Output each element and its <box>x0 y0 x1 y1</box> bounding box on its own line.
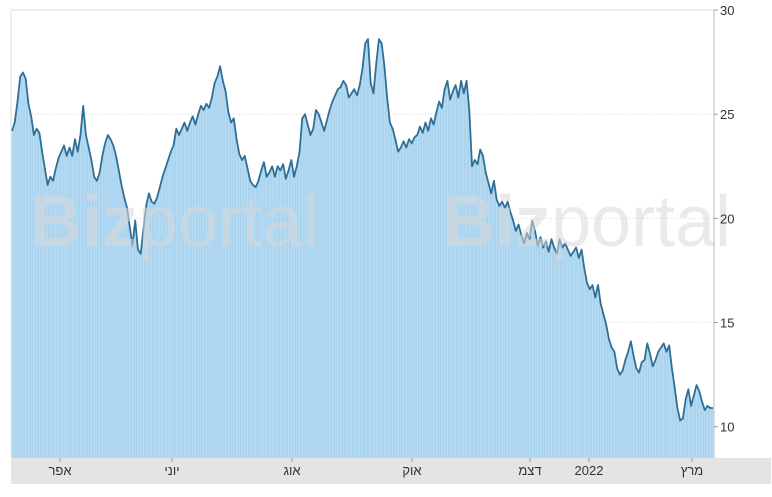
y-tick-label: 25 <box>720 107 734 122</box>
x-tick-label: אוק <box>402 463 421 478</box>
y-tick-label: 30 <box>720 3 734 18</box>
series-line <box>11 38 713 422</box>
watermark-left: Bizportal <box>30 182 318 262</box>
watermark-brand-bold: Biz <box>443 182 551 262</box>
y-tick-label: 20 <box>720 211 734 226</box>
x-axis-band <box>11 458 771 484</box>
x-tick-label: 2022 <box>575 463 604 478</box>
watermark-right: Bizportal <box>443 182 731 262</box>
y-tick-label: 15 <box>720 316 734 331</box>
x-tick-label: אוג <box>283 463 300 478</box>
watermark-brand-bold: Biz <box>30 182 138 262</box>
watermark-brand-light: portal <box>138 182 318 262</box>
watermarks: Bizportal Bizportal <box>30 182 731 262</box>
x-tick-label: אפר <box>48 463 71 478</box>
x-tick-label: יוני <box>164 463 179 478</box>
series-area <box>11 38 714 459</box>
watermark-brand-light: portal <box>551 182 731 262</box>
x-axis: אפר יוני אוג אוק דצמ 2022 מרץ <box>48 458 703 478</box>
x-tick-label: מרץ <box>681 463 703 478</box>
y-tick-label: 10 <box>720 420 734 435</box>
area-hatching <box>11 39 714 458</box>
y-axis: 10 15 20 25 30 <box>713 3 734 458</box>
x-tick-label: דצמ <box>518 463 541 478</box>
